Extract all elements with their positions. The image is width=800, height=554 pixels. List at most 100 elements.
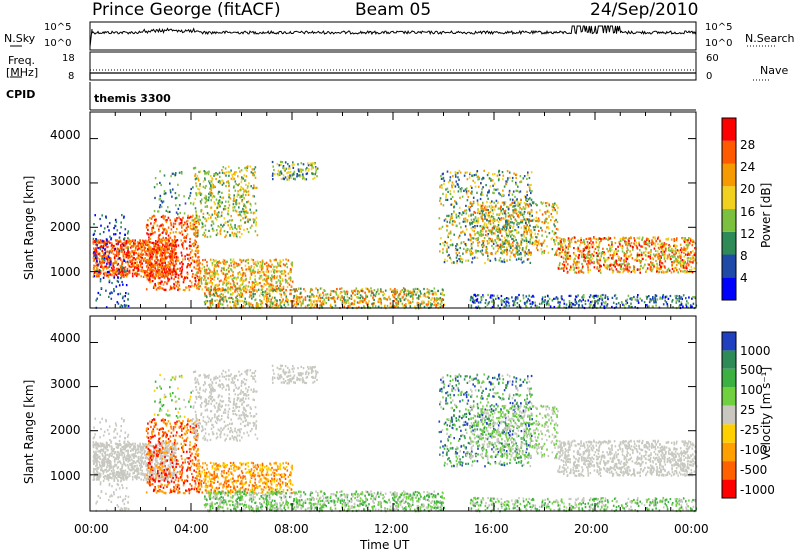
power-cell	[137, 242, 139, 246]
power-cell	[506, 178, 509, 181]
power-cell	[442, 251, 444, 254]
power-cell	[466, 171, 468, 174]
power-cell	[156, 264, 158, 267]
power-cell	[335, 291, 337, 294]
power-cell	[486, 214, 489, 217]
power-cell	[458, 178, 460, 181]
power-cell	[176, 217, 178, 220]
power-cell	[221, 191, 223, 194]
power-cell	[322, 300, 325, 303]
power-cell	[308, 296, 311, 299]
power-cell	[645, 258, 647, 261]
power-cell	[263, 291, 266, 294]
power-cell	[162, 247, 164, 250]
power-cell	[112, 252, 115, 255]
power-cell	[269, 294, 271, 298]
power-cell	[166, 219, 168, 222]
power-cell	[258, 272, 261, 275]
power-cell	[454, 185, 457, 188]
power-cell	[198, 275, 201, 278]
power-cell	[493, 208, 496, 211]
power-cell	[657, 242, 659, 246]
power-cell	[492, 232, 495, 235]
power-cell	[119, 246, 122, 250]
velocity-cbar-tick: 25	[740, 403, 756, 417]
power-cell	[108, 261, 110, 264]
power-cell	[529, 184, 531, 187]
power-cell	[677, 271, 679, 274]
power-cell	[133, 262, 135, 265]
power-cell	[514, 195, 516, 198]
power-cell	[280, 163, 282, 166]
power-cell	[473, 230, 475, 233]
power-cell	[494, 259, 497, 262]
power-cell	[543, 251, 545, 254]
power-cell	[123, 248, 125, 251]
power-cell	[161, 264, 163, 267]
power-cell	[186, 225, 189, 228]
power-cell	[511, 205, 514, 208]
power-cell	[442, 176, 445, 179]
power-cell	[147, 233, 150, 236]
power-cell	[141, 243, 143, 246]
power-cell	[533, 218, 535, 221]
power-cell	[193, 242, 195, 245]
power-cell	[286, 266, 289, 269]
power-cell	[128, 271, 131, 274]
power-cell	[427, 300, 430, 303]
power-cell	[181, 233, 184, 236]
power-cell	[111, 262, 113, 265]
power-cell	[240, 214, 243, 217]
power-cell	[173, 248, 176, 251]
power-cell	[166, 272, 168, 275]
power-cell	[131, 250, 133, 253]
power-cell	[454, 200, 456, 203]
power-cell	[167, 247, 169, 250]
power-cell	[152, 251, 155, 254]
power-cell	[275, 258, 277, 261]
power-cbar-tick: 28	[740, 138, 756, 152]
power-cell	[239, 227, 241, 230]
power-cell	[246, 267, 249, 271]
power-cell	[275, 281, 278, 284]
power-cell	[216, 294, 219, 298]
power-cell	[198, 255, 200, 259]
power-cell	[279, 292, 281, 295]
power-cell	[486, 219, 488, 222]
power-cell	[242, 187, 244, 190]
power-cell	[234, 290, 236, 293]
power-cell	[534, 240, 536, 243]
power-cell	[532, 201, 534, 204]
power-cell	[234, 199, 236, 202]
power-cell	[557, 206, 559, 209]
power-cell	[126, 241, 129, 245]
power-cell	[147, 263, 150, 266]
power-cell	[168, 245, 171, 249]
power-cell	[173, 240, 175, 243]
power-cell	[253, 220, 256, 223]
power-cell	[125, 240, 128, 243]
power-cell	[138, 273, 141, 276]
power-cell	[277, 279, 280, 282]
power-cell	[536, 236, 538, 239]
power-cell	[403, 290, 405, 293]
power-cell	[570, 240, 573, 243]
power-cell	[523, 225, 525, 228]
power-cell	[196, 246, 199, 249]
power-cell	[229, 287, 231, 290]
power-cell	[477, 231, 479, 234]
power-cell	[155, 261, 158, 264]
power-cell	[175, 245, 177, 248]
power-cell	[269, 265, 271, 268]
power-cell	[104, 265, 106, 268]
power-cell	[228, 189, 230, 192]
power-cell	[434, 298, 436, 301]
power-cell	[163, 238, 166, 241]
power-cell	[259, 299, 261, 302]
power-cell	[124, 266, 127, 269]
power-cell	[108, 273, 110, 276]
power-cell	[157, 266, 159, 270]
power-cell	[115, 269, 118, 272]
power-cell	[498, 228, 501, 231]
power-cell	[162, 283, 165, 286]
